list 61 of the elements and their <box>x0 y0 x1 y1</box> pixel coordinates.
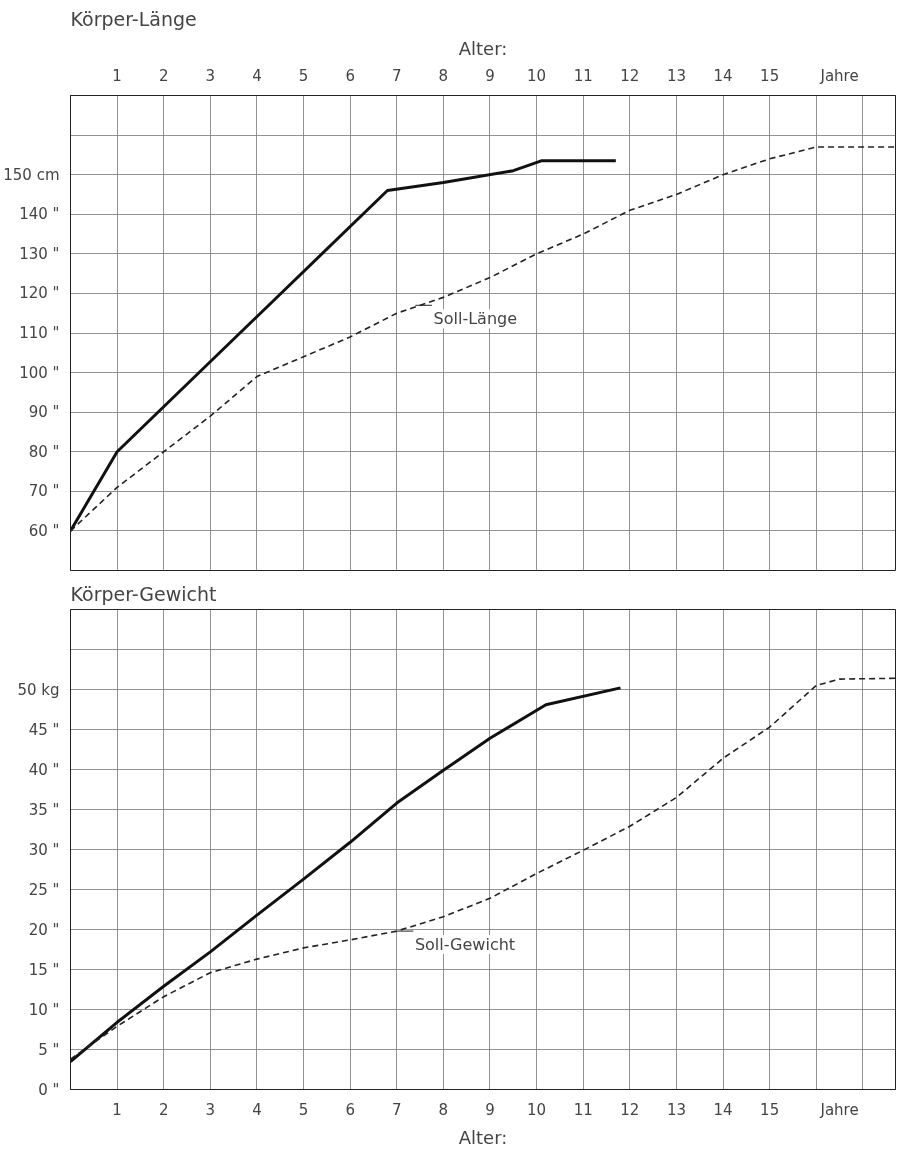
y-tick-label: 50 kg <box>17 680 60 699</box>
x2-tick-label: 3 <box>205 66 216 85</box>
x-tick-label: 13 <box>666 1100 686 1119</box>
y-tick-label: 25 " <box>28 880 60 899</box>
x2-tick-label: 1 <box>112 66 122 85</box>
x2-tick-label: 2 <box>158 66 169 85</box>
y-tick-label: 110 " <box>19 324 60 342</box>
x-tick-label: 11 <box>573 1100 593 1119</box>
y-tick-label: 140 " <box>19 205 60 224</box>
x2-tick-label: 14 <box>713 66 733 85</box>
y-tick-label: 120 " <box>19 284 60 303</box>
x-tick-label: 2 <box>158 1100 169 1119</box>
y-tick-label: 60 " <box>28 521 60 540</box>
chart-title: Körper-Gewicht <box>70 582 217 605</box>
y-tick-label: 80 " <box>28 442 60 461</box>
x2-tick-label: 9 <box>485 66 495 85</box>
y-tick-label: 70 " <box>28 482 60 501</box>
y-tick-label: 10 " <box>28 1000 60 1019</box>
x2-tick-label: 10 <box>527 66 547 85</box>
x-tick-label: 12 <box>620 1100 640 1119</box>
x-tick-label: 7 <box>392 1100 402 1119</box>
y-tick-label: 90 " <box>28 403 60 422</box>
x-tick-label: Jahre <box>819 1100 859 1119</box>
x-axis-title: Alter: <box>458 1126 508 1148</box>
line-series <box>70 686 622 1063</box>
x-tick-label: 14 <box>713 1100 733 1119</box>
x2-tick-label: 8 <box>438 66 449 85</box>
x-tick-label: 3 <box>205 1100 216 1119</box>
x2-tick-label: 7 <box>392 66 402 85</box>
x-tick-label: 6 <box>345 1100 355 1119</box>
y-tick-label: 30 " <box>28 840 60 859</box>
y-tick-label: 150 cm <box>3 165 60 184</box>
annotation: Soll-Länge <box>433 309 518 329</box>
x2-tick-label: 11 <box>573 66 593 85</box>
x2-tick-label: 13 <box>666 66 686 85</box>
x-tick-label: 4 <box>252 1100 262 1119</box>
x2-tick-label: Jahre <box>819 66 859 85</box>
x2-axis-title: Alter: <box>458 37 508 59</box>
x-tick-label: 8 <box>438 1100 449 1119</box>
y-tick-label: 40 " <box>28 760 60 779</box>
x-tick-label: 9 <box>485 1100 495 1119</box>
y-tick-label: 45 " <box>28 720 60 739</box>
line-series <box>70 159 618 533</box>
y-tick-label: 15 " <box>28 960 60 979</box>
x-tick-label: 10 <box>527 1100 547 1119</box>
x2-tick-label: 12 <box>620 66 640 85</box>
x-tick-label: 15 <box>760 1100 780 1119</box>
x2-tick-label: 4 <box>252 66 262 85</box>
x-tick-label: 5 <box>298 1100 309 1119</box>
x2-tick-label: 15 <box>760 66 780 85</box>
x2-tick-label: 6 <box>345 66 355 85</box>
x-tick-label: 1 <box>112 1100 122 1119</box>
annotation: Soll-Gewicht <box>414 935 516 955</box>
chart-title: Körper-Länge <box>70 7 197 30</box>
y-tick-label: 20 " <box>28 920 60 939</box>
y-tick-label: 35 " <box>28 800 60 819</box>
y-tick-label: 0 " <box>38 1080 60 1099</box>
x2-tick-label: 5 <box>298 66 309 85</box>
y-tick-label: 5 " <box>38 1040 60 1059</box>
y-tick-label: 100 " <box>19 363 60 382</box>
y-tick-label: 130 " <box>19 244 60 263</box>
